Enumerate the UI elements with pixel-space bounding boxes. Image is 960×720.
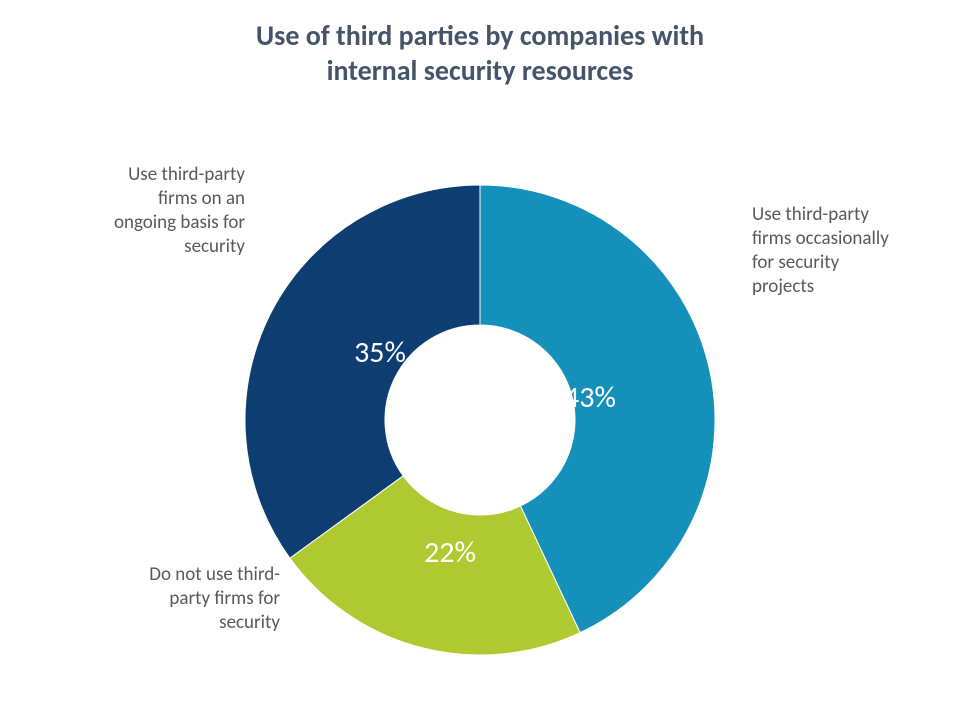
chart-stage: Use of third parties by companies with i… [0, 0, 960, 720]
slice-percent-label: 43% [564, 379, 616, 416]
slice-percent-label: 22% [424, 534, 476, 571]
slice-external-label: Use third-partyfirms occasionallyfor sec… [752, 203, 889, 298]
slice-external-label: Do not use third-party firms forsecurity [149, 563, 280, 634]
donut-chart: 43% 22% 35% Use third-partyfirms occasional… [0, 0, 960, 720]
slice-percent-label: 35% [354, 334, 406, 371]
slice-external-label: Use third-partyfirms on anongoing basis … [114, 163, 245, 258]
donut-slice [245, 185, 480, 558]
